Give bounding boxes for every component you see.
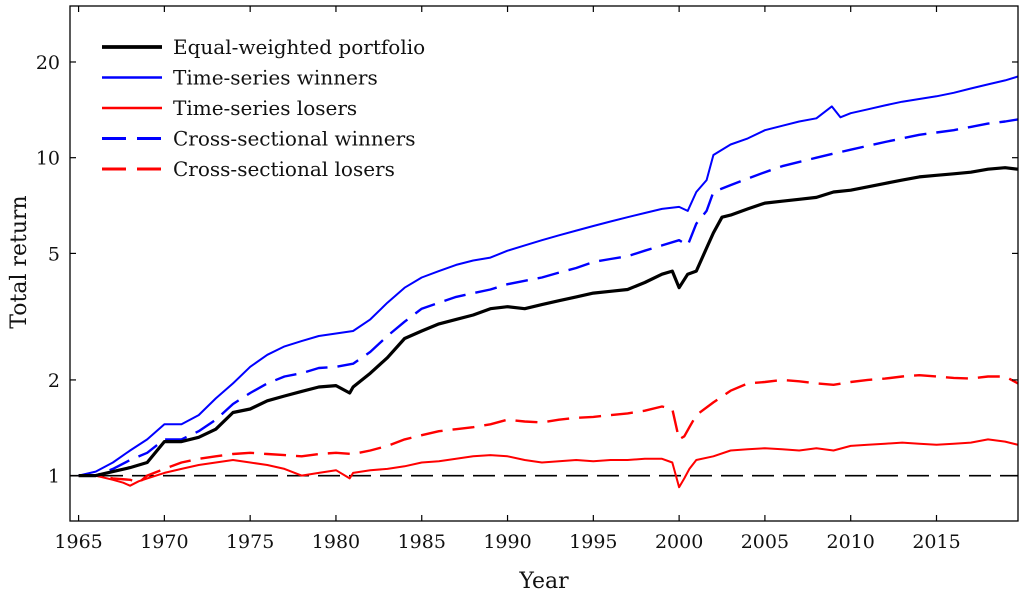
y-tick-label: 1 [48, 466, 60, 488]
x-tick-label: 2010 [827, 531, 875, 553]
series-line-time-series-winners [78, 75, 1018, 477]
x-tick-label: 2005 [741, 531, 789, 553]
series-layer [70, 75, 1018, 489]
x-tick-label: 1980 [312, 531, 360, 553]
x-tick-label: 1970 [140, 531, 188, 553]
y-tick-label: 2 [48, 370, 60, 392]
legend-label: Time-series losers [173, 96, 357, 120]
y-tick-label: 5 [48, 243, 60, 265]
x-tick-label: 1975 [226, 531, 274, 553]
plot-frame [69, 5, 1019, 522]
series-line-cross-sectional-losers [78, 374, 1018, 484]
series-line-time-series-losers [78, 438, 1018, 489]
x-tick-label: 2000 [655, 531, 703, 553]
legend-label: Equal-weighted portfolio [173, 35, 425, 59]
ticks-layer: 1965 1970 1975 1980 1985 1990 1995 2000 2005 2010… [36, 6, 1018, 553]
legend-label: Time-series winners [173, 66, 378, 90]
y-tick-label: 20 [36, 52, 60, 74]
series-line-equal-weighted-portfolio [78, 166, 1018, 478]
legend: Equal-weighted portfolio Time-series winn… [102, 35, 425, 181]
y-axis-title: Total return [7, 195, 32, 328]
y-tick-label: 10 [36, 148, 60, 170]
legend-label: Cross-sectional winners [173, 127, 415, 151]
x-axis-title: Year [518, 569, 569, 594]
x-tick-label: 1985 [398, 531, 446, 553]
x-tick-label: 1990 [483, 531, 531, 553]
series-line-cross-sectional-winners [78, 118, 1018, 477]
legend-label: Cross-sectional losers [173, 157, 395, 181]
x-tick-label: 1995 [569, 531, 617, 553]
x-tick-label: 1965 [54, 531, 102, 553]
x-tick-label: 2015 [912, 531, 960, 553]
